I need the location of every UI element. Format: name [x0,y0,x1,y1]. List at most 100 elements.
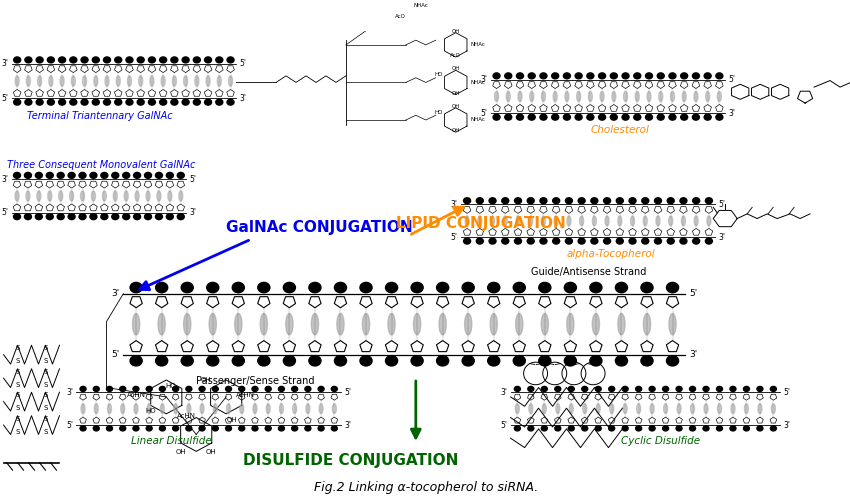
Ellipse shape [240,404,244,413]
Ellipse shape [565,238,572,244]
Ellipse shape [772,404,775,413]
Text: S: S [43,429,48,435]
Ellipse shape [101,173,108,179]
Ellipse shape [540,114,547,120]
Ellipse shape [173,76,177,86]
Ellipse shape [529,216,533,226]
Text: GalNAc CONJUGATION: GalNAc CONJUGATION [226,220,413,235]
Ellipse shape [717,92,722,102]
Ellipse shape [609,426,615,431]
Ellipse shape [564,282,576,293]
Text: 3': 3' [718,233,725,242]
Text: S: S [15,345,20,351]
Ellipse shape [541,313,548,335]
Text: 5': 5' [2,94,8,103]
Ellipse shape [540,238,547,244]
Ellipse shape [94,76,98,86]
Ellipse shape [540,73,547,79]
Ellipse shape [615,356,627,366]
Ellipse shape [70,191,74,201]
Ellipse shape [645,114,653,120]
Ellipse shape [266,404,270,413]
Ellipse shape [610,73,617,79]
Text: NHAc: NHAc [471,118,485,123]
Ellipse shape [206,76,210,86]
Text: alpha-Tocopherol: alpha-Tocopherol [566,248,654,259]
Ellipse shape [517,73,524,79]
Ellipse shape [14,99,20,105]
Ellipse shape [489,238,496,244]
Ellipse shape [137,99,144,105]
Ellipse shape [48,191,52,201]
Ellipse shape [530,92,534,102]
Ellipse shape [717,426,722,431]
Ellipse shape [306,404,310,413]
Ellipse shape [515,404,519,413]
Ellipse shape [14,57,20,63]
Ellipse shape [146,191,150,201]
Ellipse shape [258,282,270,293]
Ellipse shape [311,313,319,335]
Ellipse shape [528,114,536,120]
Ellipse shape [334,356,347,366]
Ellipse shape [659,92,663,102]
Ellipse shape [139,76,143,86]
Ellipse shape [81,57,88,63]
Ellipse shape [489,198,496,204]
Ellipse shape [144,214,151,220]
Ellipse shape [156,214,162,220]
Ellipse shape [167,173,173,179]
Text: 3': 3' [66,388,73,397]
Ellipse shape [133,313,139,335]
Ellipse shape [541,386,547,391]
Ellipse shape [115,99,122,105]
Ellipse shape [173,386,178,391]
Ellipse shape [706,238,712,244]
Ellipse shape [81,404,85,413]
Ellipse shape [94,404,99,413]
Ellipse shape [184,313,190,335]
Ellipse shape [25,173,31,179]
Ellipse shape [528,73,536,79]
Ellipse shape [669,313,676,335]
Text: OH: OH [226,417,237,424]
Ellipse shape [213,404,218,413]
Ellipse shape [595,426,601,431]
Ellipse shape [565,92,569,102]
Ellipse shape [624,92,627,102]
Text: 5': 5' [239,59,246,68]
Text: S: S [43,382,48,388]
Ellipse shape [124,191,128,201]
Ellipse shape [59,99,65,105]
Ellipse shape [622,426,628,431]
Ellipse shape [490,313,497,335]
Ellipse shape [552,73,558,79]
Ellipse shape [160,99,167,105]
Ellipse shape [592,313,599,335]
Ellipse shape [147,404,151,413]
Ellipse shape [758,404,762,413]
Ellipse shape [634,114,641,120]
Text: 3': 3' [501,388,507,397]
Ellipse shape [649,386,655,391]
Ellipse shape [730,386,736,391]
Ellipse shape [744,426,750,431]
Ellipse shape [694,216,698,226]
Text: Cyclic Disulfide: Cyclic Disulfide [620,436,700,446]
Text: DISULFIDE CONJUGATION: DISULFIDE CONJUGATION [243,453,459,468]
Ellipse shape [552,238,559,244]
Ellipse shape [514,238,522,244]
Ellipse shape [703,426,709,431]
Ellipse shape [677,404,681,413]
Ellipse shape [26,76,31,86]
Ellipse shape [337,313,344,335]
Ellipse shape [92,191,95,201]
Text: S: S [15,358,20,364]
Ellipse shape [488,356,500,366]
Ellipse shape [539,356,551,366]
Ellipse shape [598,73,605,79]
Ellipse shape [292,426,297,431]
Ellipse shape [178,214,184,220]
Ellipse shape [604,238,610,244]
Ellipse shape [122,214,130,220]
